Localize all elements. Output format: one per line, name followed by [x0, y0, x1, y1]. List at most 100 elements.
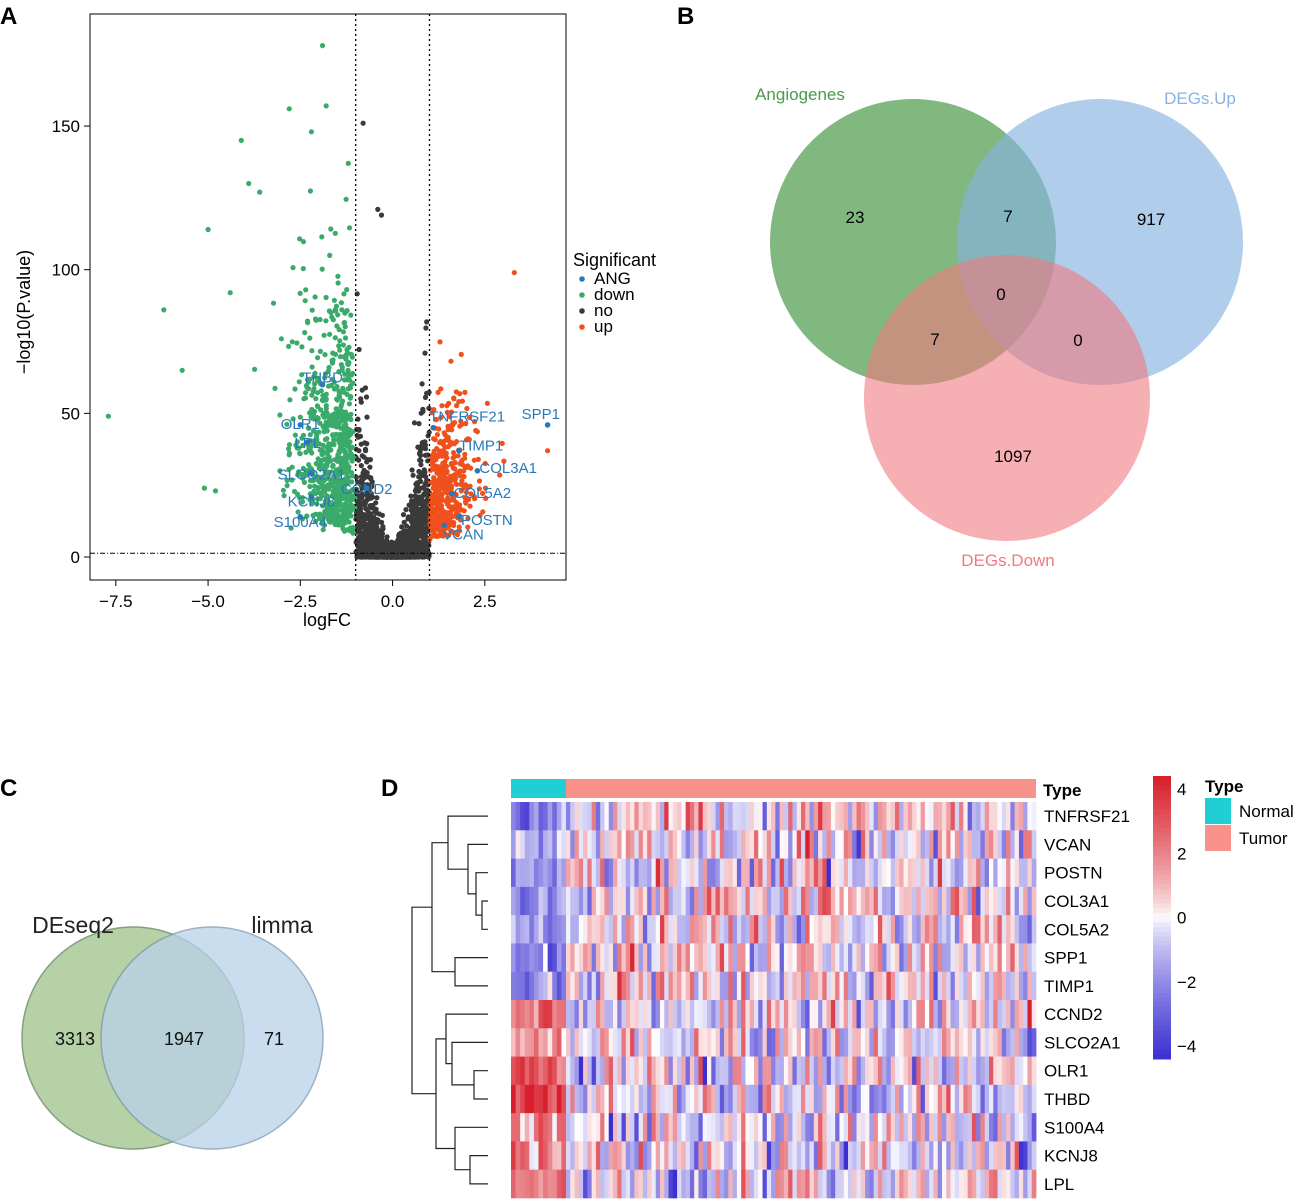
- heatmap-cell: [775, 1113, 781, 1142]
- heatmap-cell: [600, 802, 605, 831]
- heatmap-cell: [741, 1056, 746, 1086]
- heatmap-cell: [685, 830, 691, 859]
- heatmap-cell: [907, 1084, 913, 1114]
- heatmap-cell: [826, 943, 832, 973]
- heatmap-cell: [515, 915, 521, 944]
- heatmap-cell: [552, 858, 558, 888]
- heatmap-cell: [775, 802, 781, 831]
- heatmap-cell: [749, 1141, 755, 1171]
- heatmap-cell: [617, 943, 622, 973]
- heatmap-cell: [538, 1113, 544, 1142]
- volcano-point-down: [289, 477, 295, 483]
- heatmap-cell: [775, 830, 781, 859]
- heatmap-cell: [533, 830, 539, 859]
- volcano-point-up: [436, 480, 442, 486]
- volcano-point-down: [348, 431, 354, 437]
- volcano-point-no: [363, 525, 370, 531]
- heatmap-cell: [989, 915, 994, 944]
- heatmap-cell: [728, 1169, 734, 1199]
- heatmap-cell: [561, 943, 567, 973]
- heatmap-cell: [903, 943, 909, 973]
- heatmap-cell: [946, 1000, 951, 1029]
- heatmap-cell: [647, 915, 652, 944]
- heatmap-cell: [617, 1084, 622, 1114]
- heatmap-cell: [689, 971, 695, 1001]
- heatmap-cell: [912, 830, 917, 859]
- heatmap-cell: [724, 915, 729, 944]
- heatmap-cell: [860, 1000, 866, 1029]
- heatmap-cell: [963, 915, 969, 944]
- heatmap-cell: [937, 971, 943, 1001]
- heatmap-cell: [538, 915, 544, 944]
- heatmap-cell: [647, 858, 652, 888]
- volcano-point-down: [342, 409, 349, 415]
- heatmap-cell: [660, 802, 665, 831]
- volcano-point-up: [465, 524, 471, 530]
- heatmap-cell: [954, 1169, 960, 1199]
- volcano-point-no: [359, 531, 365, 537]
- heatmap-cell: [993, 802, 998, 831]
- heatmap-cell: [668, 943, 674, 973]
- heatmap-cell: [946, 1141, 951, 1171]
- volcano-point-up: [450, 495, 456, 502]
- heatmap-cell: [830, 1000, 836, 1029]
- volcano-point-up: [458, 418, 464, 424]
- heatmap-cell: [865, 1028, 870, 1057]
- volcano-point-no: [423, 487, 429, 493]
- heatmap-cell: [959, 1084, 964, 1114]
- volcano-point-down: [331, 411, 337, 417]
- volcano-gene-label: TNFRSF21: [429, 409, 505, 426]
- heatmap-cell: [950, 915, 956, 944]
- heatmap-cell: [963, 1169, 969, 1199]
- heatmap-cell: [529, 830, 535, 859]
- heatmap-cell: [547, 802, 553, 831]
- heatmap-cell: [835, 1000, 840, 1029]
- volcano-point-down: [302, 330, 308, 336]
- heatmap-cell: [621, 1056, 627, 1086]
- heatmap-cell: [715, 886, 721, 916]
- heatmap-cell: [839, 858, 845, 888]
- heatmap-cell: [736, 802, 742, 831]
- heatmap-cell: [1006, 1141, 1011, 1171]
- heatmap-cell: [839, 1056, 845, 1086]
- volcano-point-down: [320, 457, 327, 463]
- heatmap-cell: [963, 1113, 969, 1142]
- heatmap-cell: [890, 830, 896, 859]
- heatmap-cell: [890, 971, 896, 1001]
- heatmap-cell: [529, 1141, 535, 1171]
- heatmap-cell: [655, 1169, 661, 1199]
- heatmap-cell: [830, 1084, 836, 1114]
- heatmap-gene-label: TNFRSF21: [1044, 807, 1130, 826]
- heatmap-cell: [865, 886, 870, 916]
- heatmap-cell: [912, 1169, 917, 1199]
- heatmap-cell: [608, 1028, 614, 1057]
- heatmap-cell: [681, 943, 687, 973]
- heatmap-cell: [843, 802, 849, 831]
- heatmap-cell: [801, 886, 806, 916]
- volcano-point-down: [340, 342, 346, 348]
- colorbar-step: [1153, 992, 1171, 999]
- heatmap-cell: [984, 1084, 990, 1114]
- heatmap-cell: [860, 1141, 866, 1171]
- heatmap-cell: [963, 886, 969, 916]
- heatmap-cell: [621, 971, 627, 1001]
- heatmap-cell: [895, 1084, 900, 1114]
- heatmap-cell: [877, 886, 883, 916]
- heatmap-cell: [882, 858, 887, 888]
- volcano-point-no: [422, 350, 428, 356]
- volcano-point-down: [338, 300, 344, 306]
- colorbar-step: [1153, 950, 1171, 956]
- volcano-point-no: [413, 488, 419, 494]
- volcano-point-down: [322, 501, 328, 508]
- heatmap-cell: [801, 943, 806, 973]
- heatmap-cell: [788, 1000, 793, 1029]
- volcano-point-up: [428, 493, 435, 499]
- heatmap-cell: [583, 802, 588, 831]
- heatmap-cell: [642, 1084, 648, 1114]
- heatmap-gene-label: CCND2: [1044, 1005, 1103, 1024]
- heatmap-cell: [1027, 1000, 1033, 1029]
- heatmap-cell: [839, 1113, 845, 1142]
- heatmap-cell: [813, 1056, 819, 1086]
- heatmap-cell: [942, 1056, 947, 1086]
- volcano-point-down: [327, 331, 333, 337]
